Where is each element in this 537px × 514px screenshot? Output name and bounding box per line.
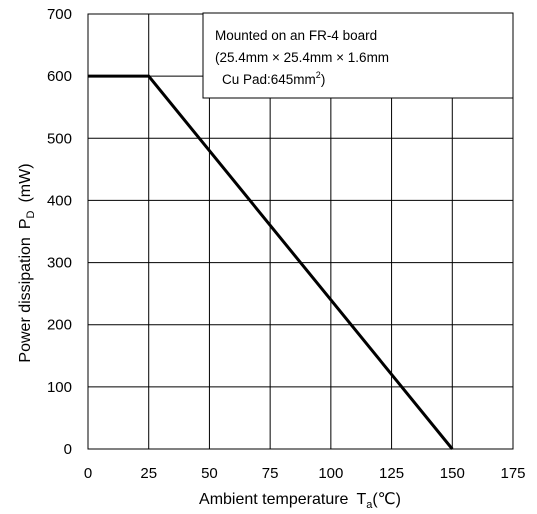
- x-axis-label-sub: a: [366, 499, 373, 511]
- y-tick-label: 100: [47, 379, 72, 396]
- x-tick-label: 0: [84, 465, 92, 482]
- y-axis-label: Power dissipation PD (mW): [17, 163, 37, 362]
- y-axis-label-sub: D: [25, 210, 37, 218]
- annotation-line-3-suffix: ): [321, 72, 326, 87]
- y-tick-label: 400: [47, 192, 72, 209]
- annotation-line-3: Cu Pad:645mm2): [222, 70, 325, 87]
- tick-labels: 0 25 50 75 100 125 150 175 0 100 200 300 400 500 600 70…: [47, 6, 526, 482]
- series-lines: [88, 74, 454, 450]
- x-axis-label-symbol: T: [356, 491, 366, 508]
- x-tick-label: 50: [201, 465, 218, 482]
- x-tick-label: 175: [500, 465, 525, 482]
- annotation-line-3-prefix: Cu Pad:645mm: [222, 72, 316, 87]
- y-axis-label-main: Power dissipation: [17, 237, 34, 362]
- x-tick-label: 75: [262, 465, 279, 482]
- x-tick-label: 25: [140, 465, 157, 482]
- y-tick-label: 200: [47, 317, 72, 334]
- y-tick-label: 600: [47, 68, 72, 85]
- annotation-box-border: [202, 12, 514, 99]
- y-axis-label-symbol: P: [17, 218, 34, 229]
- annotation-line-3-sup: 2: [316, 70, 321, 80]
- derating-curve: [88, 74, 454, 450]
- y-tick-label: 300: [47, 255, 72, 272]
- x-tick-label: 100: [318, 465, 343, 482]
- x-axis-label: Ambient temperature Ta(℃): [199, 491, 401, 511]
- x-tick-label: 150: [440, 465, 465, 482]
- y-axis-label-unit: (mW): [17, 163, 34, 202]
- y-tick-label: 700: [47, 6, 72, 23]
- annotation-line-1: Mounted on an FR-4 board: [215, 28, 377, 43]
- y-tick-label: 500: [47, 130, 72, 147]
- annotation-box: Mounted on an FR-4 board (25.4mm × 25.4m…: [202, 12, 514, 99]
- y-tick-label: 0: [64, 441, 72, 458]
- x-axis-label-unit: (℃): [372, 491, 401, 508]
- annotation-line-2: (25.4mm × 25.4mm × 1.6mm: [215, 50, 389, 65]
- x-axis-label-main: Ambient temperature: [199, 491, 349, 508]
- x-tick-label: 125: [379, 465, 404, 482]
